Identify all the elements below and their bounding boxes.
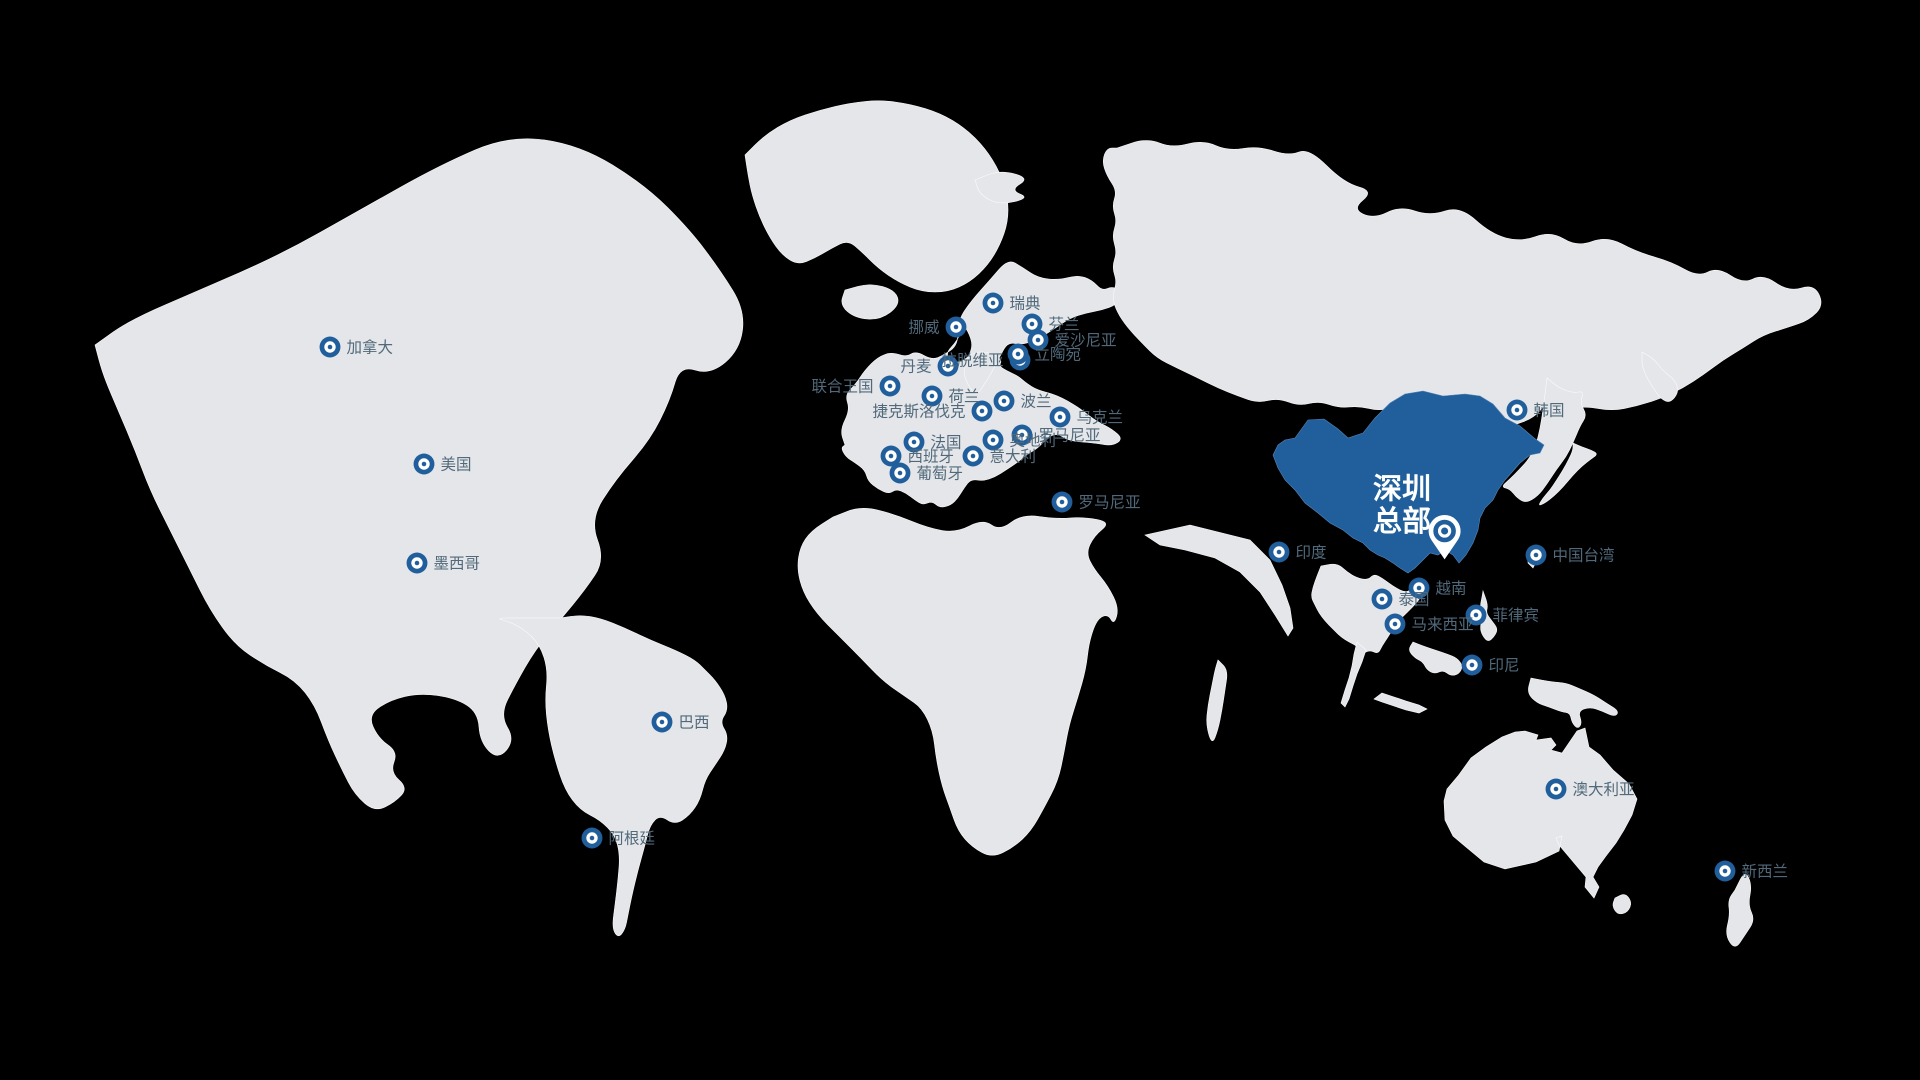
svg-text:美国: 美国 [441,456,472,474]
svg-text:奥地利: 奥地利 [1010,432,1057,450]
svg-text:加拿大: 加拿大 [347,338,394,357]
svg-text:印度: 印度 [1296,544,1327,562]
svg-text:深圳: 深圳 [1373,473,1431,506]
svg-text:澳大利亚: 澳大利亚 [1573,781,1635,799]
svg-text:丹麦: 丹麦 [900,358,931,376]
svg-text:捷克斯洛伐克: 捷克斯洛伐克 [872,403,965,421]
svg-text:意大利: 意大利 [990,447,1037,466]
svg-text:越南: 越南 [1436,580,1467,598]
svg-text:波兰: 波兰 [1021,393,1052,411]
svg-text:新西兰: 新西兰 [1742,863,1789,881]
svg-text:墨西哥: 墨西哥 [434,556,481,573]
svg-text:印尼: 印尼 [1489,657,1520,675]
svg-text:中国台湾: 中国台湾 [1553,547,1615,565]
svg-text:联合王国: 联合王国 [811,378,873,396]
svg-text:挪威: 挪威 [908,319,939,337]
svg-text:芬兰: 芬兰 [1049,316,1080,334]
svg-text:马来西亚: 马来西亚 [1412,616,1474,634]
svg-text:乌克兰: 乌克兰 [1077,409,1124,427]
svg-text:瑞典: 瑞典 [1010,295,1041,313]
svg-text:韩国: 韩国 [1534,402,1565,420]
svg-text:阿根廷: 阿根廷 [609,830,656,848]
svg-text:罗马尼亚: 罗马尼亚 [1079,494,1141,512]
svg-text:巴西: 巴西 [679,715,710,732]
svg-text:泰国: 泰国 [1399,591,1430,609]
svg-text:西班牙: 西班牙 [908,448,955,466]
svg-text:总部: 总部 [1373,504,1431,538]
svg-text:立陶宛: 立陶宛 [1035,346,1082,364]
svg-text:葡萄牙: 葡萄牙 [917,465,964,483]
svg-text:拉脱维亚: 拉脱维亚 [941,352,1003,370]
svg-text:菲律宾: 菲律宾 [1493,607,1540,625]
